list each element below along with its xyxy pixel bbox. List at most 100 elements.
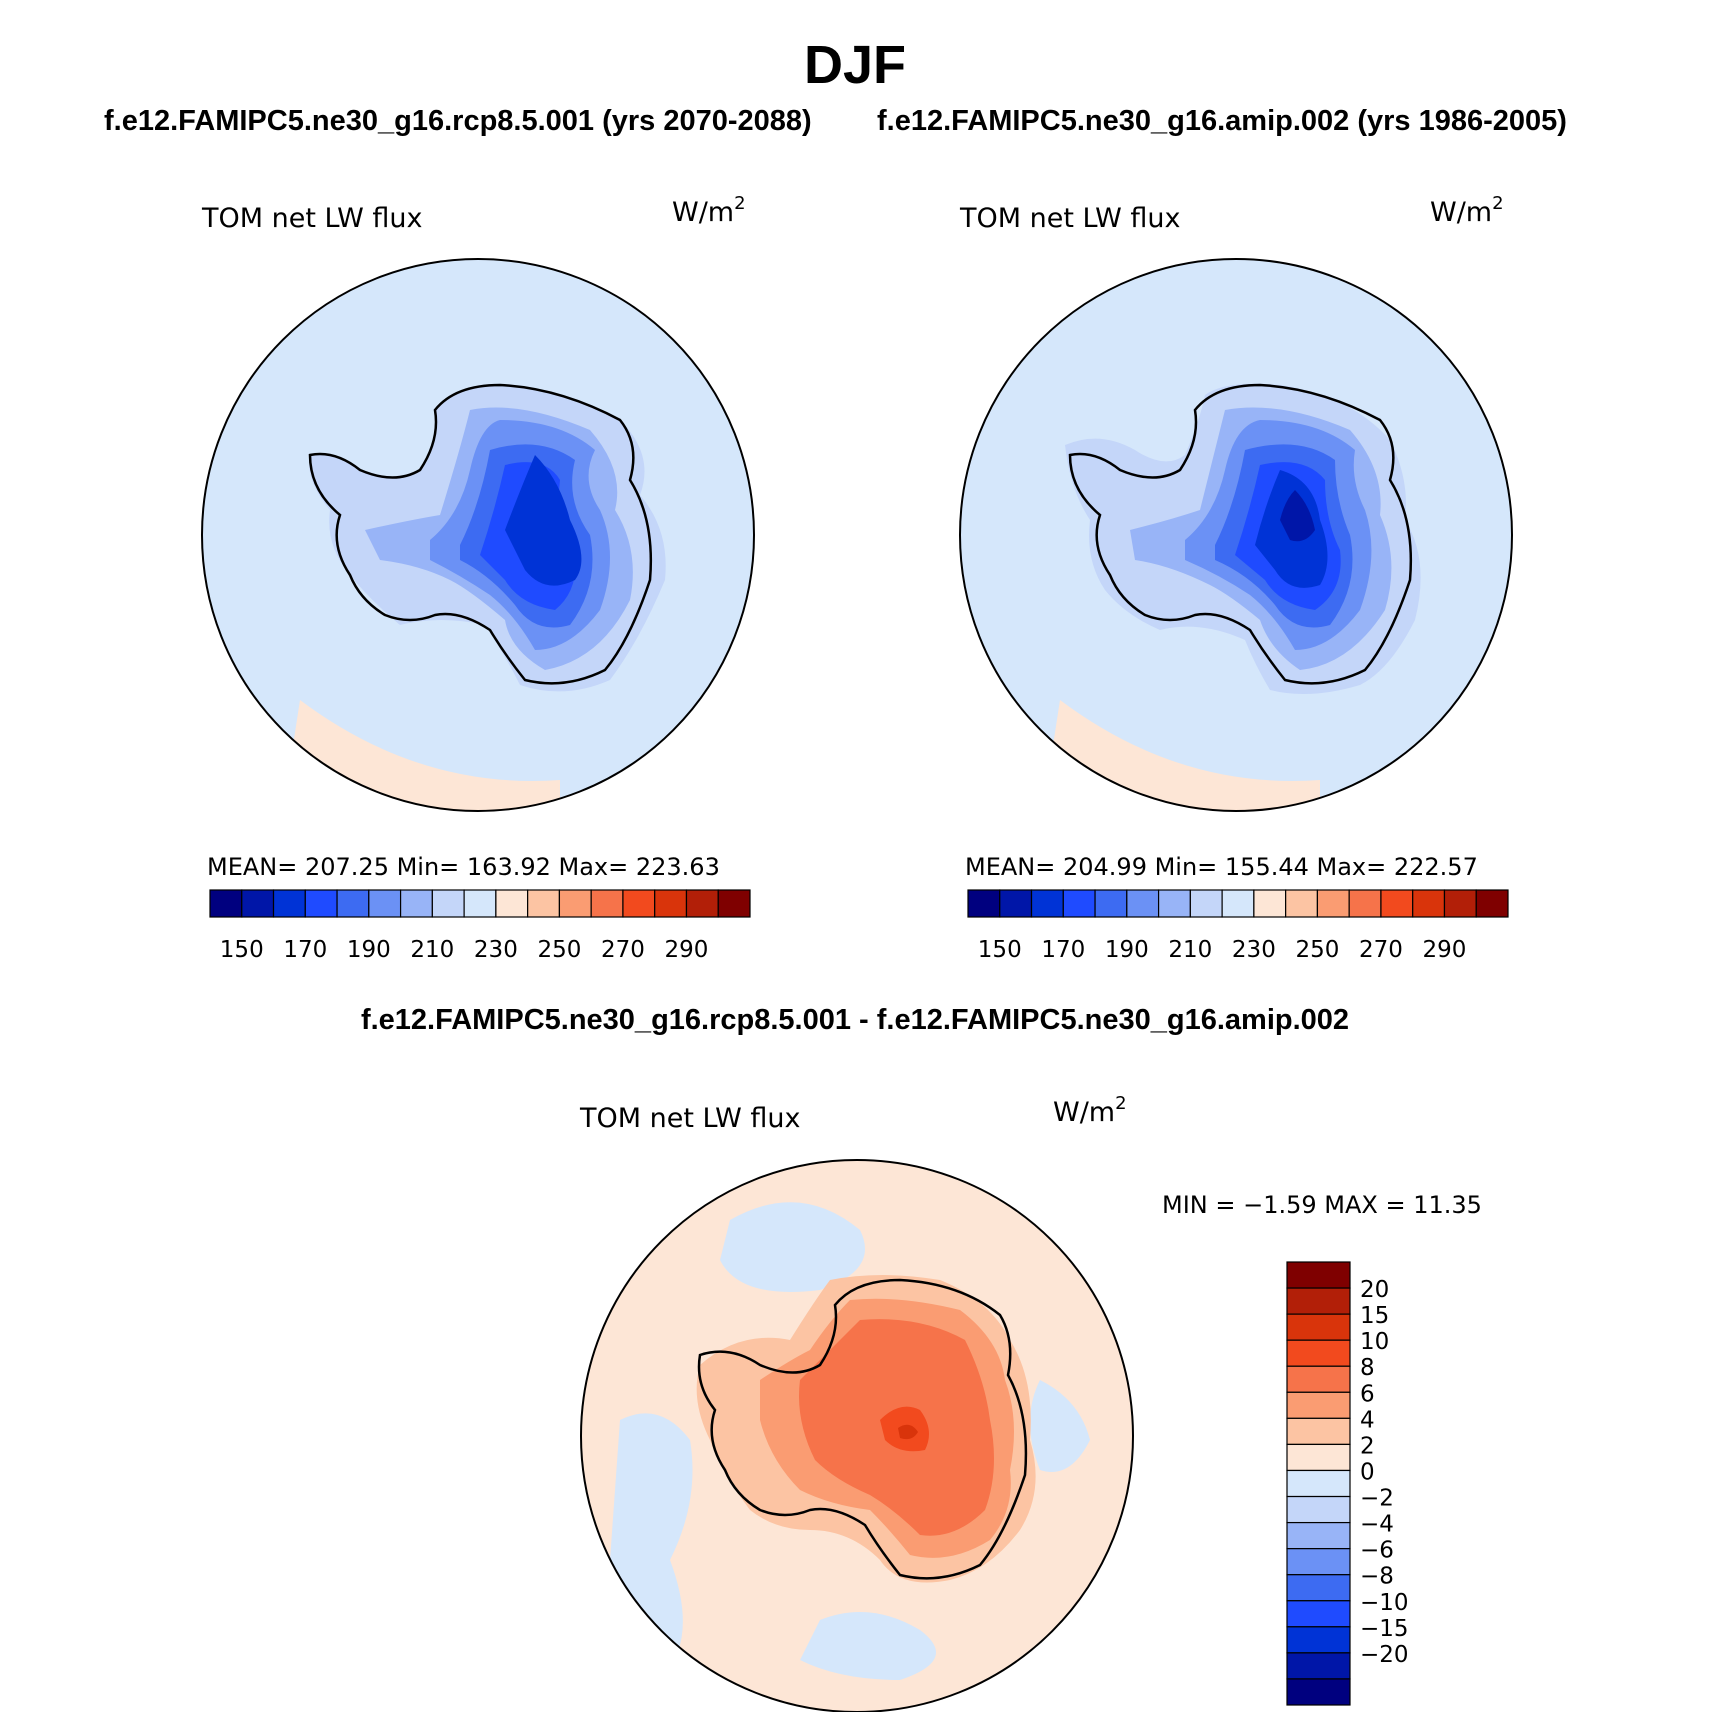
diff-colorbar-label: 0 xyxy=(1360,1459,1375,1485)
left-variable-label: TOM net LW flux xyxy=(201,203,422,234)
left-colorbar-box xyxy=(590,889,624,918)
diff-cool-patch-1 xyxy=(720,1202,865,1292)
right-variable-label: TOM net LW flux xyxy=(959,203,1180,234)
left-colorbar: 150 170 190 210 230 250 270 290 xyxy=(209,889,751,963)
diff-colorbar-box xyxy=(1286,1339,1351,1367)
right-colorbar-box xyxy=(1348,889,1382,918)
diff-colorbar-label: 20 xyxy=(1360,1277,1389,1303)
left-map-border xyxy=(201,258,755,812)
left-colorbar-box xyxy=(558,889,592,918)
right-colorbar-box xyxy=(1030,889,1064,918)
right-panel: TOM net LW flux W/m2 MEAN= 204.99 Min= 1… xyxy=(959,193,1513,963)
left-colorbar-box xyxy=(717,889,751,918)
figure-title: DJF xyxy=(803,35,906,95)
left-colorbar-box xyxy=(463,889,497,918)
right-colorbar-box xyxy=(1189,889,1223,918)
diff-colorbar-box xyxy=(1286,1600,1351,1628)
right-colorbar-box xyxy=(1157,889,1191,918)
left-colorbar-box xyxy=(622,889,656,918)
diff-colorbar-box xyxy=(1286,1678,1351,1706)
right-colorbar-label: 210 xyxy=(1168,937,1212,963)
right-coastline xyxy=(1068,383,1413,685)
diff-colorbar-box xyxy=(1286,1287,1351,1315)
right-colorbar-label: 250 xyxy=(1295,937,1339,963)
diff-contour-10 xyxy=(898,1424,918,1440)
left-colorbar-box xyxy=(495,889,529,918)
diff-colorbar-box xyxy=(1286,1574,1351,1602)
right-colorbar-label: 170 xyxy=(1041,937,1085,963)
diff-panel: TOM net LW flux W/m2 MIN = −1.59 MAX = 1… xyxy=(579,1093,1482,1712)
left-colorbar-label: 230 xyxy=(474,937,518,963)
right-contour-min xyxy=(1280,490,1315,542)
left-coastline xyxy=(308,383,653,685)
diff-colorbar-box xyxy=(1286,1261,1351,1289)
left-units-label: W/m2 xyxy=(672,193,746,228)
left-contour-min xyxy=(505,455,582,586)
diff-colorbar-label: 4 xyxy=(1360,1407,1375,1433)
left-colorbar-label: 270 xyxy=(601,937,645,963)
right-colorbar-box xyxy=(1443,889,1477,918)
right-colorbar-box xyxy=(1285,889,1319,918)
diff-colorbar-box xyxy=(1286,1417,1351,1446)
diff-colorbar-label: 6 xyxy=(1360,1381,1375,1407)
left-colorbar-box xyxy=(272,889,306,918)
diff-colorbar-label: −10 xyxy=(1360,1590,1409,1616)
diff-colorbar-box xyxy=(1286,1469,1351,1498)
right-colorbar-label: 230 xyxy=(1232,937,1276,963)
diff-colorbar-box xyxy=(1286,1313,1351,1341)
right-colorbar-box xyxy=(999,889,1033,918)
diff-coastline xyxy=(697,1278,1028,1580)
left-map xyxy=(202,259,754,811)
diff-colorbar-box xyxy=(1286,1548,1351,1576)
diff-colorbar-label: 8 xyxy=(1360,1355,1375,1381)
right-colorbar-label: 150 xyxy=(978,937,1022,963)
left-colorbar-box xyxy=(431,889,465,918)
right-colorbar-box xyxy=(1221,889,1255,918)
diff-colorbar-label: −2 xyxy=(1360,1486,1394,1512)
right-map-border xyxy=(959,258,1513,812)
diff-colorbar-box xyxy=(1286,1626,1351,1654)
diff-title: f.e12.FAMIPC5.ne30_g16.rcp8.5.001 - f.e1… xyxy=(360,1004,1350,1036)
left-colorbar-box xyxy=(368,889,402,918)
diff-cool-patch-3 xyxy=(800,1612,936,1680)
diff-colorbar-box xyxy=(1286,1391,1351,1419)
left-colorbar-box xyxy=(399,889,433,918)
right-colorbar: 150 170 190 210 230 250 270 290 xyxy=(967,889,1509,963)
right-colorbar-label: 270 xyxy=(1359,937,1403,963)
right-units-label: W/m2 xyxy=(1430,193,1504,228)
left-colorbar-box xyxy=(304,889,338,918)
diff-stats: MIN = −1.59 MAX = 11.35 xyxy=(1162,1191,1482,1219)
right-colorbar-box xyxy=(967,889,1001,918)
right-colorbar-label: 190 xyxy=(1105,937,1149,963)
diff-colorbar-box xyxy=(1286,1365,1351,1393)
diff-units-label: W/m2 xyxy=(1053,1093,1127,1128)
diff-map-border xyxy=(580,1159,1134,1712)
diff-colorbar-box xyxy=(1286,1652,1351,1680)
right-case-title: f.e12.FAMIPC5.ne30_g16.amip.002 (yrs 198… xyxy=(877,105,1567,137)
diff-colorbar-label: −15 xyxy=(1360,1616,1409,1642)
right-colorbar-box xyxy=(1380,889,1414,918)
left-colorbar-box xyxy=(209,889,243,918)
left-case-title: f.e12.FAMIPC5.ne30_g16.rcp8.5.001 (yrs 2… xyxy=(104,105,812,137)
left-colorbar-box xyxy=(241,889,275,918)
right-colorbar-box xyxy=(1062,889,1096,918)
diff-colorbar-label: −8 xyxy=(1360,1564,1394,1590)
left-colorbar-label: 150 xyxy=(220,937,264,963)
diff-colorbar-label: 10 xyxy=(1360,1329,1389,1355)
right-colorbar-box xyxy=(1094,889,1128,918)
left-colorbar-box xyxy=(336,889,370,918)
diff-map xyxy=(581,1160,1133,1712)
diff-colorbar-box xyxy=(1286,1495,1351,1524)
left-colorbar-label: 250 xyxy=(537,937,581,963)
diff-colorbar-box xyxy=(1286,1443,1351,1472)
left-panel: TOM net LW flux W/m2 MEAN= 207.25 Min= 1… xyxy=(201,193,755,963)
diff-cool-patch-4 xyxy=(1030,1380,1090,1472)
diff-colorbar-box xyxy=(1286,1521,1351,1550)
diff-colorbar-label: 2 xyxy=(1360,1433,1375,1459)
right-colorbar-label: 290 xyxy=(1423,937,1467,963)
left-colorbar-label: 170 xyxy=(283,937,327,963)
diff-colorbar-label: −6 xyxy=(1360,1538,1394,1564)
left-colorbar-box xyxy=(527,889,561,918)
